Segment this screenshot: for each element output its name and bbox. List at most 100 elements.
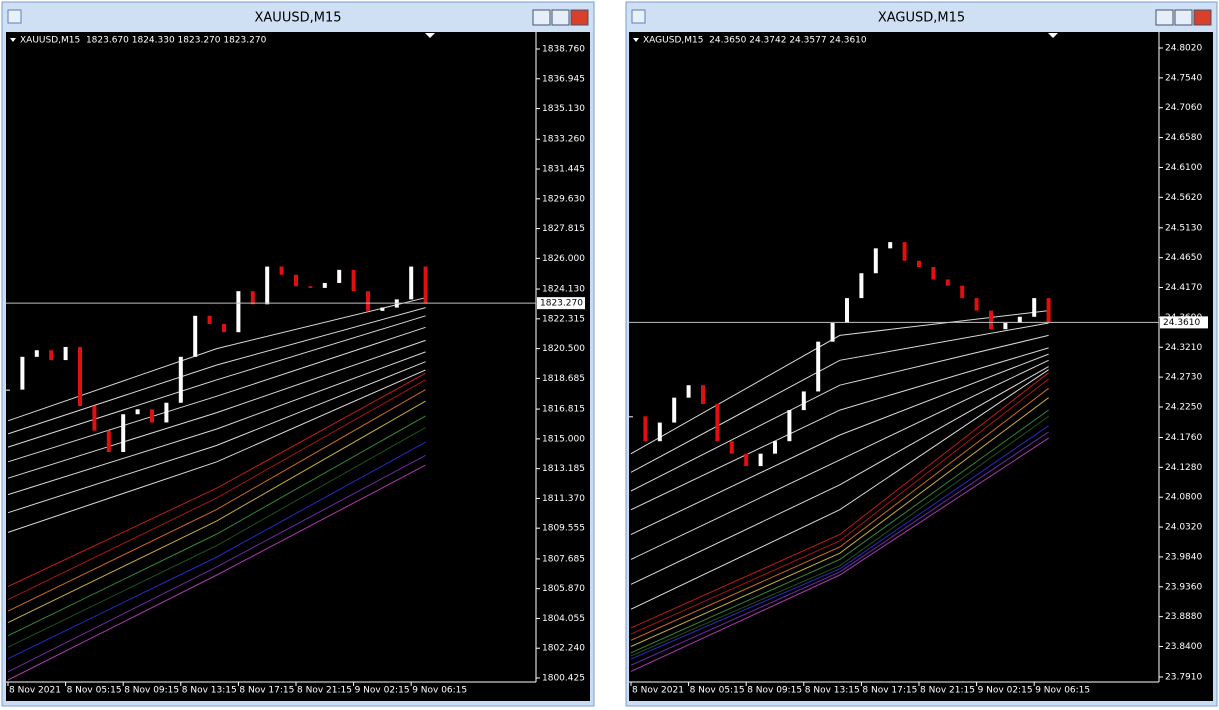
ma-line — [7, 361, 426, 514]
candle — [78, 346, 82, 407]
candle — [845, 298, 849, 324]
candle — [380, 307, 385, 311]
y-tick-label: 1831.445 — [542, 165, 585, 175]
window-title: XAUUSD,M15 — [255, 11, 342, 26]
y-tick-label: 24.6100 — [1165, 163, 1202, 173]
title-bar — [3, 3, 593, 32]
x-tick-label: 9 Nov 06:15 — [1035, 686, 1090, 696]
x-tick-label: 9 Nov 02:15 — [355, 686, 410, 696]
x-tick-label: 8 Nov 05:15 — [690, 686, 745, 696]
y-tick-label: 1816.815 — [542, 405, 585, 415]
dropdown-arrow[interactable] — [633, 38, 639, 42]
candle — [629, 416, 633, 418]
window-icon[interactable] — [631, 9, 646, 24]
candle — [121, 414, 126, 452]
candle — [322, 282, 327, 288]
minimize-button[interactable] — [532, 9, 551, 26]
candle — [34, 350, 39, 357]
shift-marker — [1048, 33, 1058, 38]
shift-marker — [425, 33, 435, 38]
y-tick-label: 1800.425 — [542, 673, 585, 683]
minimize-button[interactable] — [1155, 9, 1174, 26]
window-title: XAGUSD,M15 — [878, 11, 965, 26]
maximize-button[interactable] — [1174, 9, 1193, 26]
candle — [366, 291, 370, 311]
y-tick-label: 1804.055 — [542, 614, 585, 624]
x-tick-label: 9 Nov 06:15 — [412, 686, 467, 696]
close-button[interactable] — [570, 9, 589, 26]
ma-line — [7, 339, 426, 479]
ma-line — [630, 397, 1049, 647]
candle — [1003, 323, 1008, 330]
ma-line — [7, 326, 426, 463]
y-tick-label: 24.1760 — [1165, 433, 1202, 443]
maximize-button[interactable] — [551, 9, 570, 26]
candle — [265, 266, 270, 305]
candle — [279, 266, 284, 275]
y-tick-label: 1818.685 — [542, 374, 585, 384]
ma-line — [7, 454, 426, 673]
y-tick-label: 1838.760 — [542, 44, 585, 54]
ma-line — [7, 389, 426, 612]
candle — [917, 260, 921, 268]
candle — [816, 341, 821, 392]
y-tick-label: 1835.130 — [542, 104, 585, 114]
candle — [931, 267, 936, 280]
candle — [294, 274, 298, 287]
candle — [787, 410, 792, 442]
ma-line — [630, 425, 1049, 660]
candle — [859, 273, 864, 299]
candle — [164, 402, 169, 423]
current-price-label: 24.3610 — [1163, 318, 1200, 328]
candle — [236, 291, 241, 333]
y-tick-label: 1827.815 — [542, 224, 585, 234]
x-tick-label: 8 Nov 17:15 — [862, 686, 917, 696]
y-tick-label: 1833.260 — [542, 135, 585, 145]
ma-line — [7, 369, 426, 533]
x-tick-label: 8 Nov 09:15 — [747, 686, 802, 696]
y-tick-label: 23.8880 — [1165, 612, 1202, 622]
chart-area[interactable] — [6, 32, 590, 701]
ma-line — [7, 400, 426, 624]
ma-line — [630, 353, 1049, 535]
window-icon[interactable] — [7, 9, 22, 24]
candle — [6, 389, 10, 391]
x-tick-label: 8 Nov 13:15 — [805, 686, 860, 696]
symbol-info: XAUUSD,M15 1823.670 1824.330 1823.270 18… — [20, 36, 267, 46]
ma-line — [630, 415, 1049, 657]
close-button[interactable] — [1193, 9, 1212, 26]
current-price-box — [1160, 316, 1208, 329]
ma-line — [7, 297, 426, 422]
y-tick-label: 23.7910 — [1165, 673, 1202, 683]
y-tick-label: 24.6580 — [1165, 133, 1202, 143]
chart-area[interactable] — [629, 32, 1213, 701]
y-tick-label: 1824.130 — [542, 285, 585, 295]
ma-line — [630, 387, 1049, 641]
y-tick-label: 24.0800 — [1165, 493, 1202, 503]
candle — [63, 346, 68, 361]
y-tick-label: 1813.185 — [542, 464, 585, 474]
x-tick-label: 8 Nov 09:15 — [124, 686, 179, 696]
y-tick-label: 24.2250 — [1165, 402, 1202, 412]
y-tick-label: 24.7060 — [1165, 103, 1202, 113]
dropdown-arrow[interactable] — [10, 38, 16, 42]
x-tick-label: 8 Nov 13:15 — [182, 686, 237, 696]
ma-line — [7, 315, 426, 448]
ma-line — [630, 310, 1049, 455]
ma-line — [7, 372, 426, 587]
y-tick-label: 24.0320 — [1165, 523, 1202, 533]
y-tick-label: 1815.000 — [542, 434, 585, 444]
candle — [106, 430, 111, 452]
candle — [409, 266, 414, 300]
y-tick-label: 23.9840 — [1165, 552, 1202, 562]
title-bar — [627, 3, 1216, 32]
y-tick-label: 1820.500 — [542, 344, 585, 354]
ma-line — [7, 379, 426, 601]
candle — [989, 310, 993, 330]
current-price-box — [537, 297, 585, 310]
ma-line — [7, 426, 426, 648]
y-tick-label: 1826.000 — [542, 254, 585, 264]
y-tick-label: 24.4650 — [1165, 253, 1202, 263]
candle — [672, 397, 677, 423]
y-tick-label: 24.5130 — [1165, 223, 1202, 233]
